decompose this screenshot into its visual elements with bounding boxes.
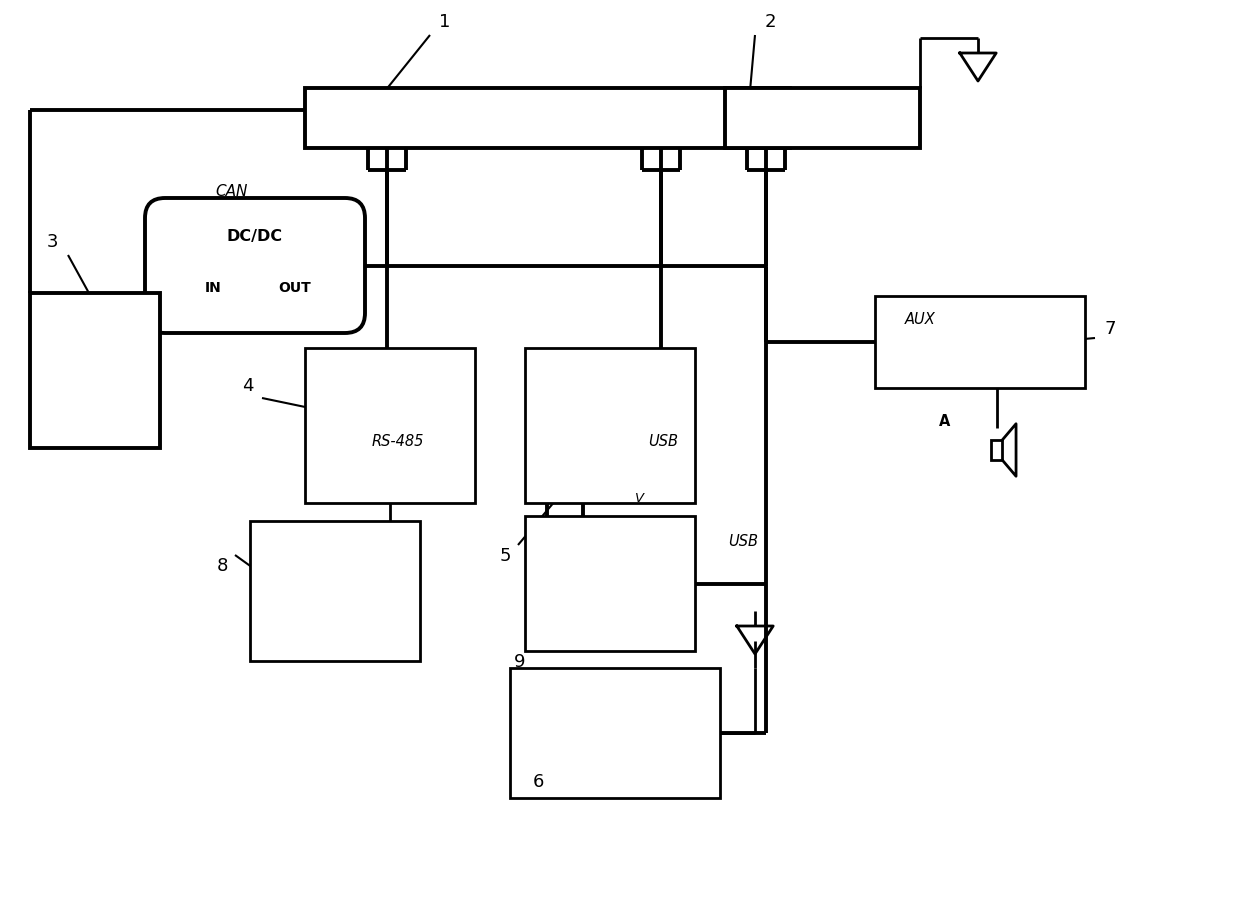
Bar [30, 293, 160, 449]
Text: 7: 7 [1105, 320, 1116, 338]
Text: 6: 6 [532, 772, 543, 790]
Text: 5: 5 [500, 546, 511, 564]
Text: USB: USB [728, 534, 758, 549]
Text: 9: 9 [515, 652, 526, 670]
Bar [305, 88, 790, 149]
Bar [510, 668, 720, 798]
Text: USB: USB [649, 434, 678, 449]
Text: 2: 2 [764, 13, 776, 31]
Text: CAN: CAN [215, 184, 247, 200]
Bar [525, 349, 694, 504]
Text: OUT: OUT [279, 281, 311, 295]
Text: DC/DC: DC/DC [227, 228, 283, 244]
Bar [725, 88, 920, 149]
Bar [525, 517, 694, 651]
Text: AUX: AUX [905, 312, 936, 326]
Bar [305, 349, 475, 504]
Text: 8: 8 [216, 556, 228, 574]
FancyBboxPatch shape [145, 199, 365, 333]
Bar [991, 441, 1002, 461]
Text: V: V [635, 492, 645, 505]
Text: IN: IN [205, 281, 222, 295]
Bar [250, 521, 420, 661]
Bar [875, 297, 1085, 388]
Text: 1: 1 [439, 13, 450, 31]
Text: 4: 4 [242, 377, 254, 395]
Text: A: A [940, 414, 951, 429]
Text: RS-485: RS-485 [372, 434, 424, 449]
Text: 3: 3 [46, 233, 58, 251]
